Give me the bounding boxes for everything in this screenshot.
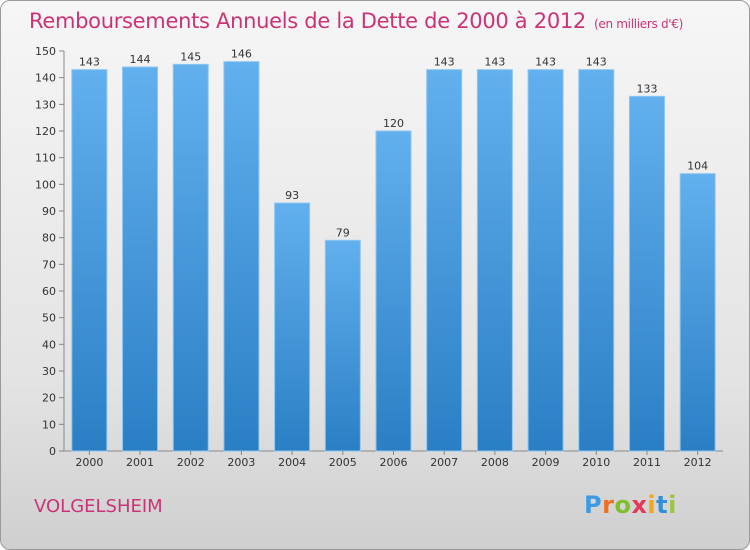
y-tick-label: 140: [35, 72, 56, 85]
chart-unit-label: (en milliers d'€): [594, 17, 684, 31]
x-tick-label: 2000: [75, 456, 103, 469]
y-tick-label: 100: [35, 178, 56, 191]
y-tick-label: 0: [49, 445, 56, 458]
proxiti-logo: Proxiti: [584, 491, 677, 519]
bar-value-label: 79: [336, 226, 350, 239]
x-tick-label: 2011: [633, 456, 661, 469]
x-tick-label: 2010: [582, 456, 610, 469]
bar: [679, 173, 716, 452]
x-tick-label: 2003: [227, 456, 255, 469]
bar-value-label: 120: [383, 117, 404, 130]
y-tick-label: 70: [42, 258, 56, 271]
y-tick-label: 20: [42, 392, 56, 405]
y-tick-label: 50: [42, 312, 56, 325]
x-tick-label: 2009: [532, 456, 560, 469]
town-name: VOLGELSHEIM: [34, 496, 163, 517]
y-tick-label: 80: [42, 232, 56, 245]
x-tick-label: 2002: [177, 456, 205, 469]
bar-value-label: 145: [180, 50, 201, 63]
y-tick-label: 150: [35, 45, 56, 58]
bar-value-label: 93: [285, 189, 299, 202]
bar-value-label: 143: [79, 56, 100, 69]
x-tick-label: 2006: [380, 456, 408, 469]
bar: [628, 95, 665, 452]
y-tick-label: 30: [42, 365, 56, 378]
bar: [274, 202, 311, 452]
x-tick-label: 2004: [278, 456, 306, 469]
bar: [476, 69, 513, 452]
bar-value-label: 146: [231, 48, 252, 61]
x-tick-label: 2008: [481, 456, 509, 469]
bar-value-label: 143: [586, 56, 607, 69]
x-tick-label: 2005: [329, 456, 357, 469]
bar: [324, 239, 361, 452]
bar: [71, 69, 108, 452]
bar-value-label: 143: [484, 56, 505, 69]
bar: [375, 130, 412, 452]
y-tick-label: 130: [35, 98, 56, 111]
bar: [223, 61, 260, 452]
bar-value-label: 104: [687, 160, 708, 173]
y-tick-label: 90: [42, 205, 56, 218]
x-tick-label: 2001: [126, 456, 154, 469]
y-tick-label: 110: [35, 152, 56, 165]
chart-title: Remboursements Annuels de la Dette de 20…: [29, 9, 683, 33]
x-tick-label: 2012: [684, 456, 712, 469]
y-tick-label: 10: [42, 418, 56, 431]
y-tick-label: 40: [42, 338, 56, 351]
bar: [527, 69, 564, 452]
y-tick-label: 120: [35, 125, 56, 138]
bar-value-label: 143: [535, 56, 556, 69]
bar: [578, 69, 615, 452]
chart-title-text: Remboursements Annuels de la Dette de 20…: [29, 9, 586, 33]
bar-value-label: 143: [434, 56, 455, 69]
bar: [426, 69, 463, 452]
bar-value-label: 133: [636, 82, 657, 95]
bar: [172, 63, 209, 452]
bar-value-label: 144: [130, 53, 151, 66]
bar: [122, 66, 159, 452]
x-tick-label: 2007: [430, 456, 458, 469]
y-tick-label: 60: [42, 285, 56, 298]
